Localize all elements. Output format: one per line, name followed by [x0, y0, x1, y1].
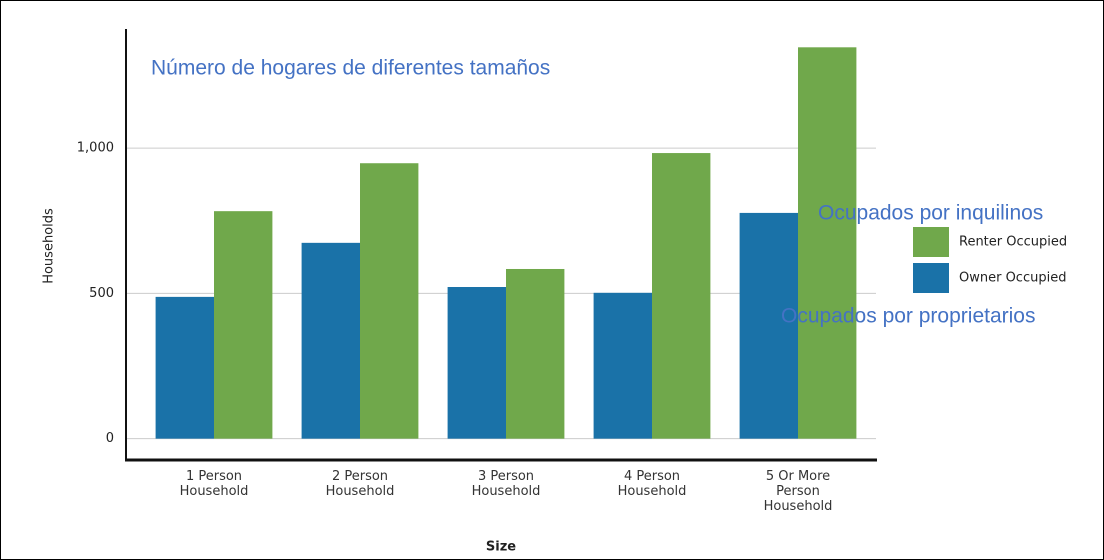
chart-title: Número de hogares de diferentes tamaños	[151, 57, 550, 80]
bar	[506, 268, 565, 439]
legend-swatch	[913, 227, 949, 257]
bar	[155, 296, 214, 439]
bar	[214, 211, 273, 439]
bar	[798, 47, 857, 439]
y-tick-label: 500	[89, 286, 114, 301]
annotation: Ocupados por inquilinos	[818, 202, 1043, 225]
bar	[739, 212, 798, 439]
legend-label: Owner Occupied	[959, 271, 1066, 286]
y-tick-label: 1,000	[77, 141, 114, 156]
x-tick-label: 3 Person Household	[471, 469, 541, 499]
x-tick-label: 2 Person Household	[325, 469, 395, 499]
bar	[593, 292, 652, 439]
bar	[360, 163, 419, 439]
legend-swatch	[913, 263, 949, 293]
x-tick-label: 5 Or More Person Household	[763, 469, 833, 514]
bar	[301, 242, 360, 439]
bar	[447, 287, 506, 439]
x-axis-title: Size	[486, 540, 516, 555]
annotation: Ocupados por proprietarios	[781, 305, 1035, 328]
x-tick-label: 1 Person Household	[179, 469, 249, 499]
y-tick-label: 0	[106, 431, 114, 446]
y-axis-title: Households	[42, 208, 57, 284]
legend-label: Renter Occupied	[959, 235, 1067, 250]
x-tick-label: 4 Person Household	[617, 469, 687, 499]
bar	[652, 153, 711, 439]
